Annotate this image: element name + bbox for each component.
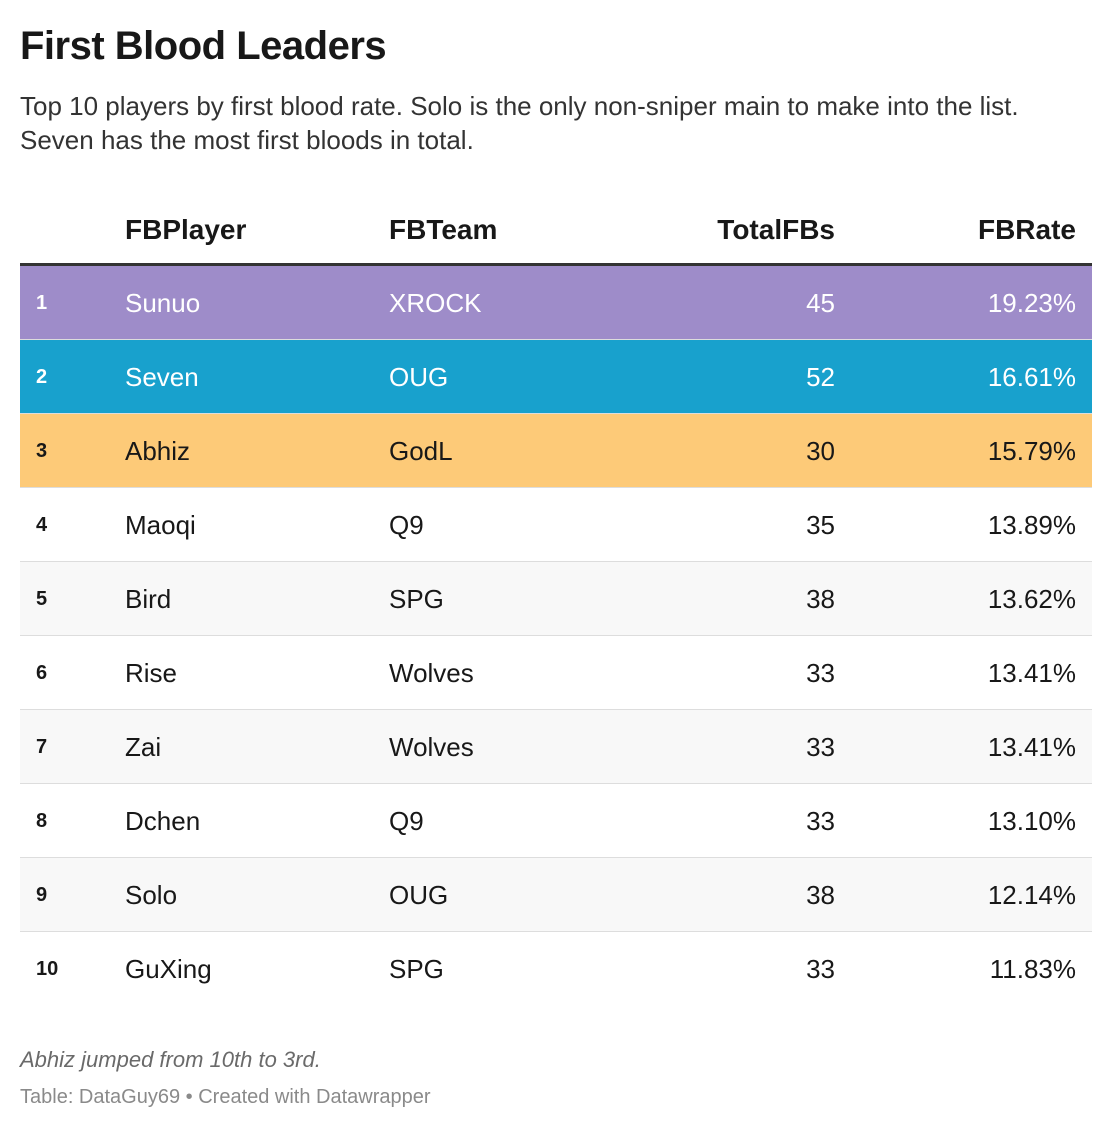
fb-rate-cell: 13.41% (987, 732, 1076, 762)
team-cell: Wolves (389, 658, 474, 688)
table-row: 9 Solo OUG 38 12.14% (20, 858, 1092, 932)
table-row: 7 Zai Wolves 33 13.41% (20, 710, 1092, 784)
fb-rate-cell: 12.14% (987, 880, 1076, 910)
leaderboard-table: FBPlayer FBTeam TotalFBs FBRate 1 Sunuo XR… (20, 200, 1092, 1006)
column-header-rate[interactable]: FBRate (977, 214, 1076, 245)
table-row: 2 Seven OUG 52 16.61% (20, 340, 1092, 414)
total-fbs-cell: 33 (806, 658, 835, 688)
fb-rate-cell: 13.89% (987, 510, 1076, 540)
fb-rate-cell: 19.23% (987, 288, 1076, 318)
fb-rate-cell: 13.62% (987, 584, 1076, 614)
player-cell: Maoqi (125, 510, 196, 540)
total-fbs-cell: 33 (806, 732, 835, 762)
rank-cell: 3 (36, 440, 48, 462)
table-row: 1 Sunuo XROCK 45 19.23% (20, 266, 1092, 340)
rank-cell: 9 (36, 884, 48, 906)
total-fbs-cell: 35 (806, 510, 835, 540)
total-fbs-cell: 30 (806, 436, 835, 466)
total-fbs-cell: 33 (806, 806, 835, 836)
column-header-total[interactable]: TotalFBs (717, 214, 835, 245)
column-header-player[interactable]: FBPlayer (125, 214, 247, 245)
table-row: 8 Dchen Q9 33 13.10% (20, 784, 1092, 858)
chart-title: First Blood Leaders (20, 24, 387, 68)
rank-cell: 2 (36, 366, 48, 388)
total-fbs-cell: 38 (806, 584, 835, 614)
player-cell: Abhiz (125, 436, 191, 466)
team-cell: SPG (389, 584, 444, 614)
table-row: 6 Rise Wolves 33 13.41% (20, 636, 1092, 710)
total-fbs-cell: 52 (806, 362, 835, 392)
rank-cell: 1 (36, 292, 48, 314)
rank-cell: 10 (36, 958, 59, 980)
player-cell: Rise (125, 658, 178, 688)
team-cell: Q9 (389, 806, 424, 836)
column-header-team[interactable]: FBTeam (389, 214, 498, 245)
team-cell: OUG (389, 362, 449, 392)
team-cell: Wolves (389, 732, 474, 762)
team-cell: XROCK (389, 288, 482, 318)
player-cell: Bird (125, 584, 172, 614)
table-row: 3 Abhiz GodL 30 15.79% (20, 414, 1092, 488)
rank-cell: 7 (36, 736, 48, 758)
player-cell: Solo (125, 880, 178, 910)
fb-rate-cell: 16.61% (987, 362, 1076, 392)
team-cell: GodL (389, 436, 453, 466)
fb-rate-cell: 11.83% (989, 954, 1076, 984)
table-row: 5 Bird SPG 38 13.62% (20, 562, 1092, 636)
fb-rate-cell: 13.41% (987, 658, 1076, 688)
rank-cell: 5 (36, 588, 48, 610)
total-fbs-cell: 38 (806, 880, 835, 910)
table-note: Abhiz jumped from 10th to 3rd. (20, 1047, 321, 1072)
player-cell: Dchen (125, 806, 201, 836)
player-cell: Zai (125, 732, 162, 762)
table-body: 1 Sunuo XROCK 45 19.23% 2 Seven OUG 52 16.61% 3 Abh… (20, 266, 1092, 1006)
rank-cell: 4 (36, 514, 48, 536)
team-cell: Q9 (389, 510, 424, 540)
chart-subtitle: Top 10 players by first blood rate. Solo… (20, 91, 1019, 155)
player-cell: Sunuo (125, 288, 201, 318)
fb-rate-cell: 15.79% (987, 436, 1076, 466)
rank-cell: 6 (36, 662, 48, 684)
team-cell: OUG (389, 880, 449, 910)
table-source: Table: DataGuy69 • Created with Datawrap… (20, 1086, 431, 1108)
fb-rate-cell: 13.10% (987, 806, 1076, 836)
total-fbs-cell: 33 (806, 954, 835, 984)
table-header: FBPlayer FBTeam TotalFBs FBRate (20, 200, 1092, 266)
rank-cell: 8 (36, 810, 48, 832)
table-row: 4 Maoqi Q9 35 13.89% (20, 488, 1092, 562)
player-cell: GuXing (125, 954, 212, 984)
player-cell: Seven (125, 362, 199, 392)
team-cell: SPG (389, 954, 444, 984)
table-row: 10 GuXing SPG 33 11.83% (20, 932, 1092, 1006)
total-fbs-cell: 45 (806, 288, 835, 318)
